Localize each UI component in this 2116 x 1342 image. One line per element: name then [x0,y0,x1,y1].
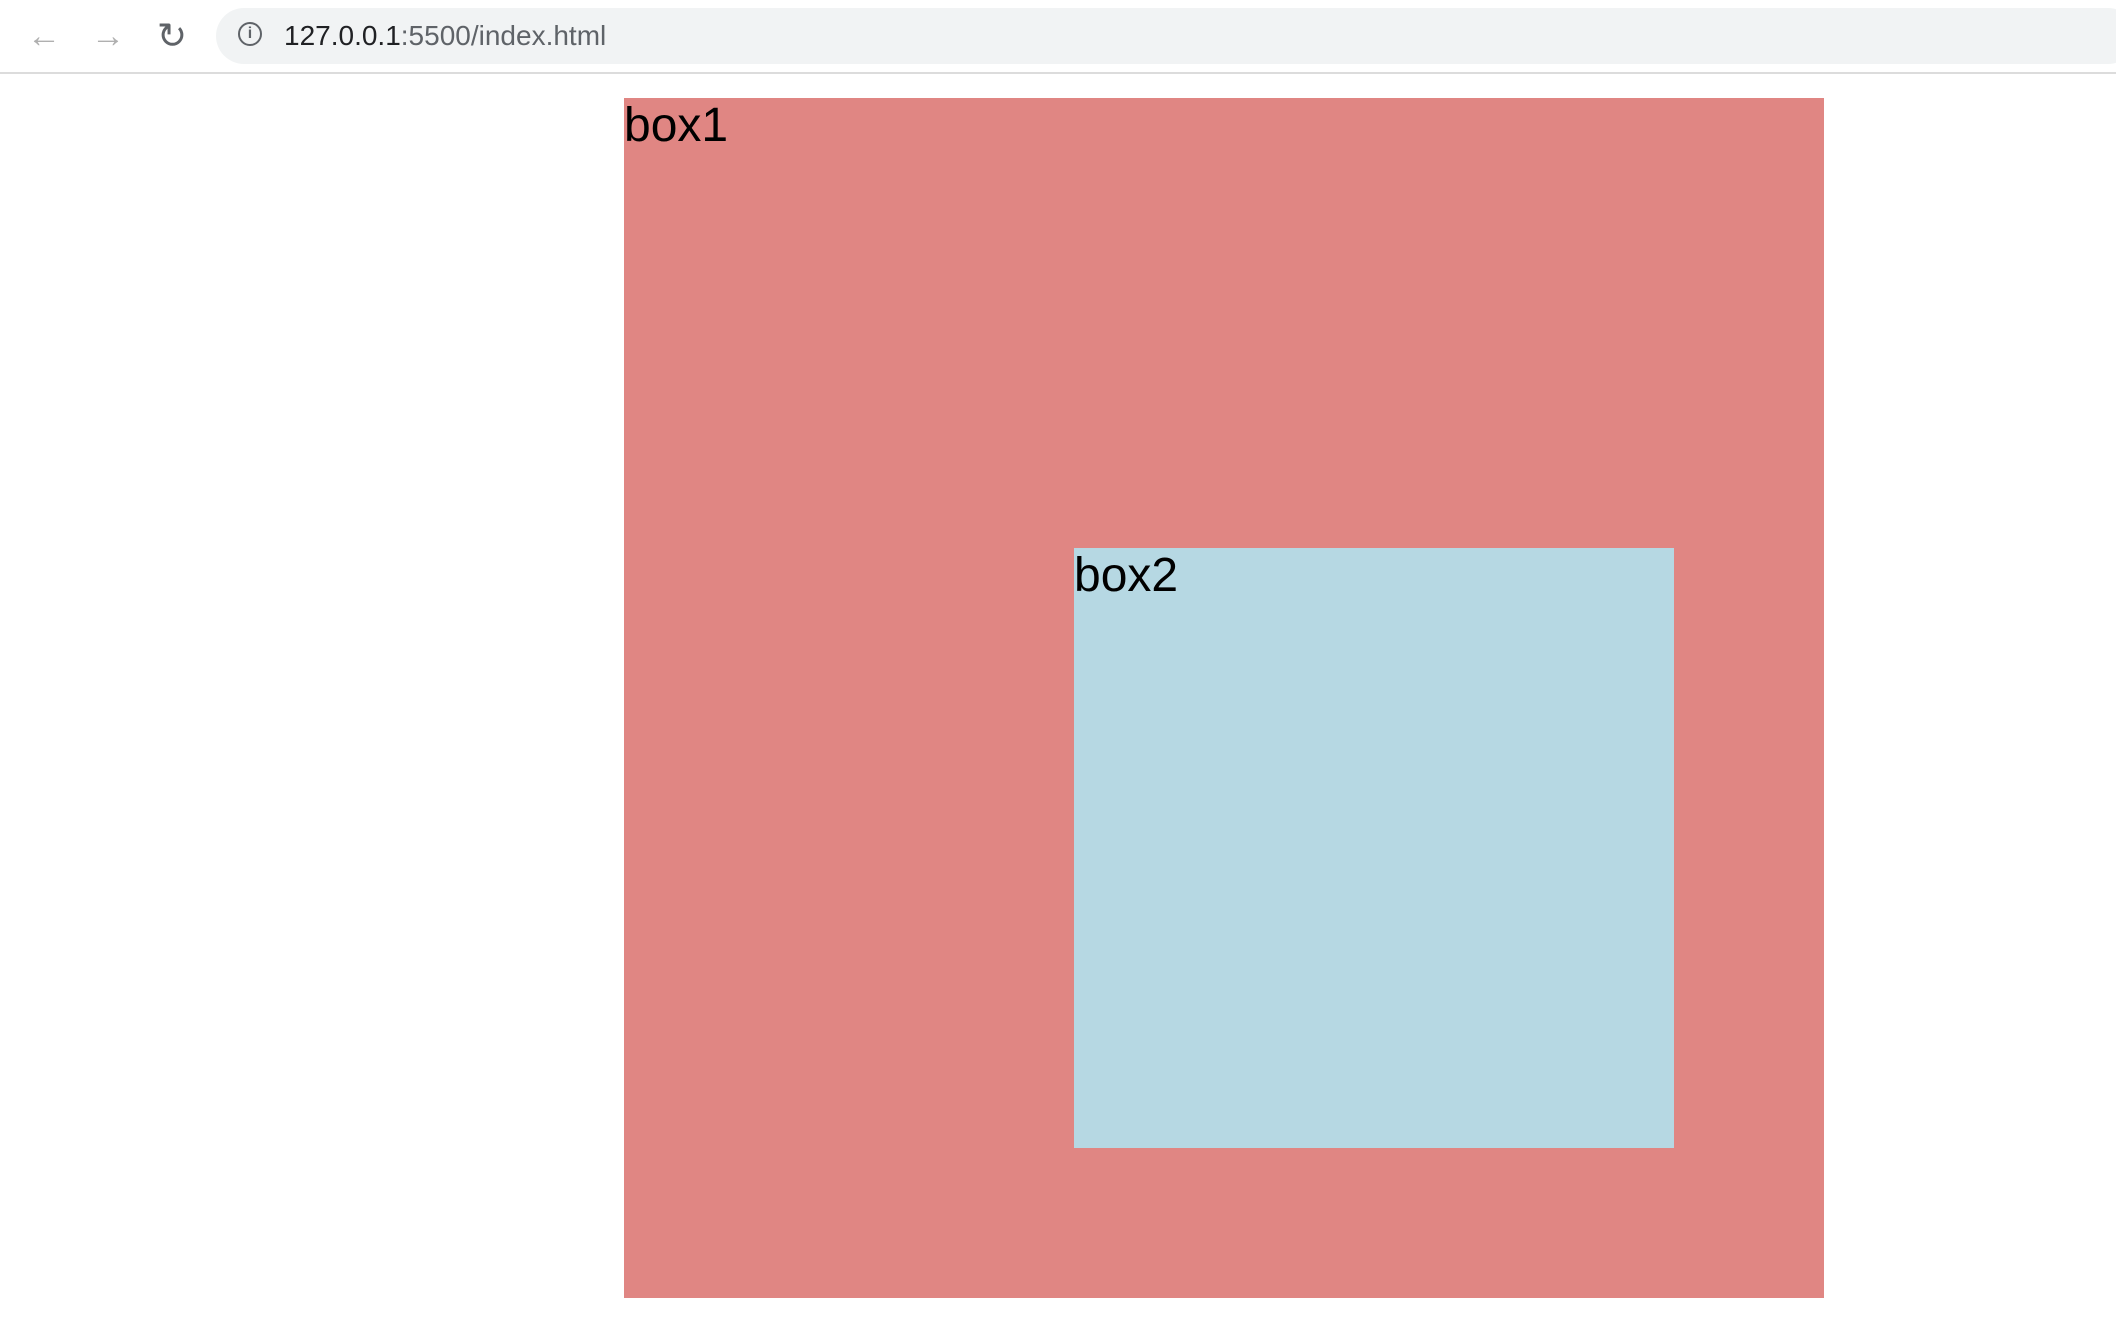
info-icon[interactable]: i [238,22,262,46]
url-path: :5500/index.html [400,20,607,51]
forward-arrow-icon[interactable]: → [91,16,125,55]
browser-toolbar: ← → ↻ i 127.0.0.1:5500/index.html [0,0,2116,74]
box1-label: box1 [624,99,729,152]
box2: box2 [1074,548,1674,1148]
reload-icon[interactable]: ↻ [156,15,188,56]
box1: box1 box2 [624,98,1824,1298]
url-host: 127.0.0.1 [284,20,401,51]
url-text[interactable]: 127.0.0.1:5500/index.html [284,20,606,52]
back-arrow-icon[interactable]: ← [27,16,61,55]
box2-label: box2 [1074,549,1179,602]
address-bar[interactable]: i 127.0.0.1:5500/index.html [216,8,2116,64]
